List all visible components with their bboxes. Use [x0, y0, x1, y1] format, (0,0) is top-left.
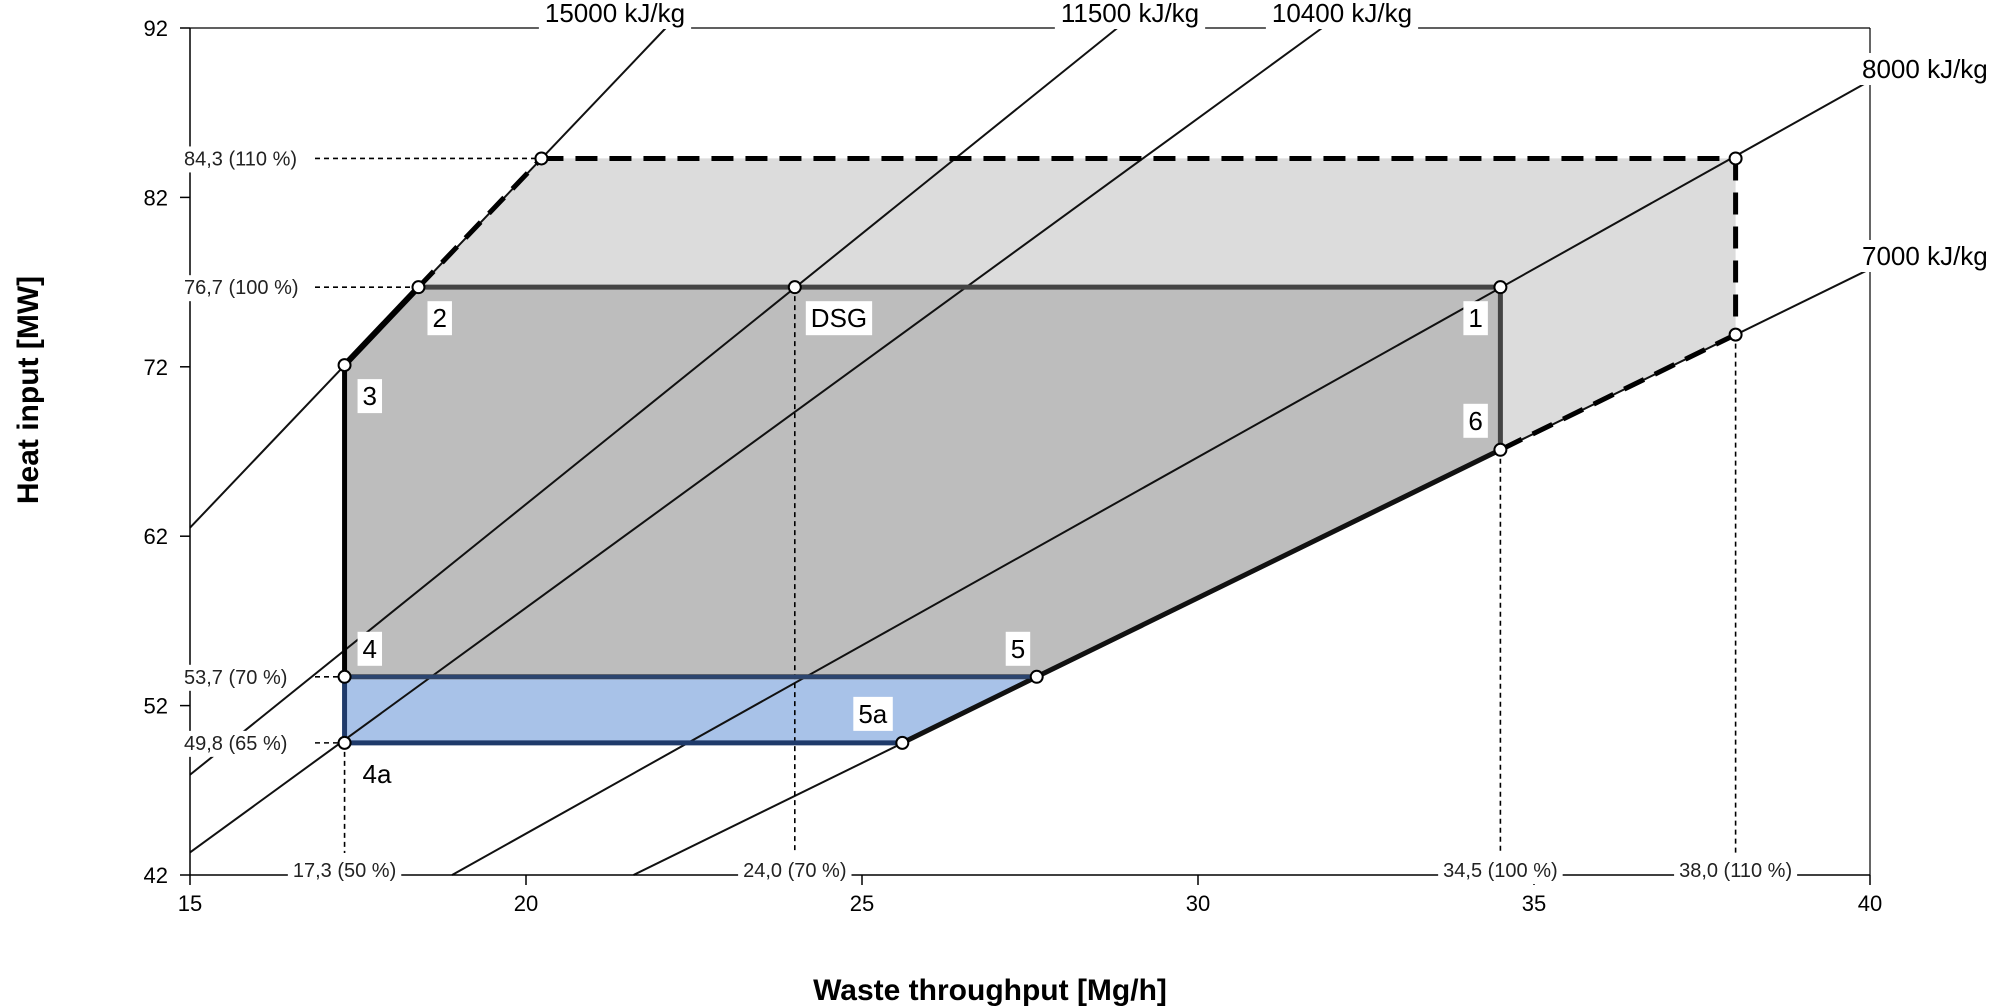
point-label-bg-dsg [805, 301, 873, 336]
y-tick-label-42: 42 [144, 863, 168, 888]
point-label-5: 5 [1011, 634, 1025, 664]
point-label-4a: 4a [363, 759, 392, 789]
x-tick-label-15: 15 [178, 891, 202, 916]
x-ref-label-17-3: 17,3 (50 %) [293, 860, 396, 882]
cv-label-11500: 11500 kJ/kg [1061, 0, 1199, 28]
reference-labels-layer: 17,3 (50 %) 24,0 (70 %) 34,5 (100 %) 38,0 (… [180, 146, 1798, 884]
cv-label-8000: 8000 kJ/kg [1862, 54, 1988, 84]
x-tick-label-40: 40 [1858, 891, 1882, 916]
x-axis-title: Waste throughput [Mg/h] [813, 974, 1167, 1007]
point-label-dsg: DSG [811, 303, 867, 333]
point-marker-dsg [787, 280, 802, 295]
point-label-bg-4 [357, 631, 383, 666]
point-marker-2 [411, 280, 426, 295]
x-ref-label-34-5: 34,5 (100 %) [1443, 860, 1558, 882]
operating-border-corner [342, 285, 421, 368]
cv-label-bg-10400 [1265, 0, 1419, 29]
points-layer: 1 2 3 4 4a 5 5a 6 DSG [337, 151, 1743, 791]
point-label-bg-3 [357, 379, 383, 414]
x-ref-label-24: 24,0 (70 %) [743, 860, 846, 882]
x-ref-label-38: 38,0 (110 %) [1679, 860, 1792, 882]
point-marker-4a [337, 735, 352, 750]
point-marker-corner-2 [1728, 151, 1743, 166]
point-marker-corner-1 [534, 151, 549, 166]
x-tick-label-30: 30 [1186, 891, 1210, 916]
point-label-bg-1 [1463, 301, 1488, 336]
cv-label-7000: 7000 kJ/kg [1862, 241, 1988, 271]
point-label-6: 6 [1468, 406, 1482, 436]
point-label-3: 3 [363, 381, 377, 411]
point-marker-4 [337, 669, 352, 684]
calorific-labels-layer: 15000 kJ/kg 11500 kJ/kg 10400 kJ/kg 8000 kJ… [538, 0, 1994, 272]
x-ref-label-bg-17-3 [287, 858, 402, 884]
point-label-4: 4 [363, 634, 377, 664]
x-tick-label-25: 25 [850, 891, 874, 916]
x-tick-label-35: 35 [1522, 891, 1546, 916]
point-marker-5a [895, 735, 910, 750]
y-ref-label-bg-76-7 [180, 275, 303, 302]
cv-line-10400 [189, 27, 1323, 854]
y-ref-label-bg-49-8 [180, 730, 292, 757]
low-load-range-fill [344, 676, 1037, 743]
y-ref-label-53-7: 53,7 (70 %) [184, 667, 287, 689]
y-ref-label-84-3: 84,3 (110 %) [184, 148, 297, 170]
reference-lines-layer [315, 157, 1737, 853]
operating-border-bottom [1035, 447, 1502, 680]
operating-range-fill [344, 287, 1501, 677]
cv-label-bg-8000 [1856, 53, 1994, 85]
x-ref-label-bg-34-5 [1438, 858, 1563, 884]
point-marker-6 [1493, 442, 1508, 457]
cv-label-bg-15000 [538, 0, 692, 29]
regions-layer [344, 158, 1736, 743]
overload-range-fill [418, 158, 1736, 450]
x-tick-label-20: 20 [514, 891, 538, 916]
y-ref-label-49-8: 49,8 (65 %) [184, 733, 287, 755]
overload-border-bottom [1499, 332, 1737, 453]
cv-label-10400: 10400 kJ/kg [1272, 0, 1412, 28]
y-tick-label-82: 82 [144, 185, 168, 210]
y-ref-label-bg-84-3 [180, 146, 302, 173]
point-marker-corner-3 [1728, 327, 1743, 342]
y-ref-label-76-7: 76,7 (100 %) [184, 277, 299, 299]
y-axis-title: Heat input [MW] [12, 276, 45, 504]
point-label-1: 1 [1468, 303, 1482, 333]
point-label-bg-5 [1005, 631, 1031, 666]
cv-label-15000: 15000 kJ/kg [545, 0, 685, 28]
x-ref-label-bg-38 [1674, 858, 1798, 884]
overload-border-left [416, 156, 544, 289]
point-label-bg-5a [853, 696, 893, 731]
region-borders-layer [342, 155, 1739, 746]
point-marker-5 [1029, 669, 1044, 684]
y-tick-label-72: 72 [144, 355, 168, 380]
cv-label-bg-7000 [1856, 240, 1994, 272]
point-label-bg-2 [427, 301, 452, 336]
y-ref-label-bg-53-7 [180, 664, 292, 691]
point-label-2: 2 [432, 303, 446, 333]
point-label-5a: 5a [858, 699, 887, 729]
point-label-bg-4a [357, 756, 398, 791]
y-tick-label-52: 52 [144, 694, 168, 719]
point-label-bg-6 [1463, 403, 1488, 438]
y-tick-label-62: 62 [144, 524, 168, 549]
low-load-border-right [901, 674, 1038, 746]
point-marker-3 [337, 358, 352, 373]
x-ref-label-bg-24 [738, 858, 852, 884]
point-marker-1 [1493, 280, 1508, 295]
cv-label-bg-11500 [1054, 0, 1206, 29]
y-tick-label-92: 92 [144, 16, 168, 41]
